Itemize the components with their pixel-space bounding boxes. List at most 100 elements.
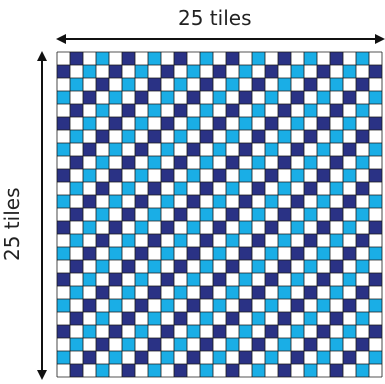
tile <box>213 351 226 364</box>
tile <box>161 260 174 273</box>
tile <box>96 52 109 65</box>
tile-grid <box>57 52 382 377</box>
tile <box>343 221 356 234</box>
tile <box>200 260 213 273</box>
tile <box>356 286 369 299</box>
tile <box>57 338 70 351</box>
tile <box>161 65 174 78</box>
tile <box>122 91 135 104</box>
tile <box>135 221 148 234</box>
tile <box>265 117 278 130</box>
tile <box>239 52 252 65</box>
tile <box>252 65 265 78</box>
tile <box>239 104 252 117</box>
tile <box>200 130 213 143</box>
tile <box>265 299 278 312</box>
tile <box>356 273 369 286</box>
tile <box>239 325 252 338</box>
tile <box>330 273 343 286</box>
tile <box>70 65 83 78</box>
tile <box>239 156 252 169</box>
tile <box>109 91 122 104</box>
tile <box>148 208 161 221</box>
tile <box>57 91 70 104</box>
tile <box>174 78 187 91</box>
tile <box>252 195 265 208</box>
tile <box>70 325 83 338</box>
tile <box>278 143 291 156</box>
tile <box>369 143 382 156</box>
tile <box>70 312 83 325</box>
tile <box>369 286 382 299</box>
tile <box>239 299 252 312</box>
tile <box>356 260 369 273</box>
tile <box>57 325 70 338</box>
tile <box>96 143 109 156</box>
tile <box>174 52 187 65</box>
tile <box>330 364 343 377</box>
tile <box>226 312 239 325</box>
tile <box>200 117 213 130</box>
tile <box>161 364 174 377</box>
tile <box>330 260 343 273</box>
tile <box>122 325 135 338</box>
tile <box>278 286 291 299</box>
tile <box>278 325 291 338</box>
tile <box>330 247 343 260</box>
tile <box>174 351 187 364</box>
tile <box>369 156 382 169</box>
tile <box>252 325 265 338</box>
tile <box>330 221 343 234</box>
tile <box>200 234 213 247</box>
tile <box>317 208 330 221</box>
tile <box>161 325 174 338</box>
tile <box>57 260 70 273</box>
tile <box>356 130 369 143</box>
tile <box>96 260 109 273</box>
tile <box>96 117 109 130</box>
tile <box>200 65 213 78</box>
tile <box>291 299 304 312</box>
tile <box>304 234 317 247</box>
tile <box>109 156 122 169</box>
tile <box>187 195 200 208</box>
tile <box>265 130 278 143</box>
tile <box>161 299 174 312</box>
tile <box>213 169 226 182</box>
tile <box>122 247 135 260</box>
tile <box>226 91 239 104</box>
tile <box>369 130 382 143</box>
tile <box>291 221 304 234</box>
tile <box>304 130 317 143</box>
tile <box>239 260 252 273</box>
tile <box>161 169 174 182</box>
tile <box>109 351 122 364</box>
tile <box>343 130 356 143</box>
tile <box>226 182 239 195</box>
tile <box>187 234 200 247</box>
tile <box>161 143 174 156</box>
tile <box>226 273 239 286</box>
tile <box>187 221 200 234</box>
tile <box>252 247 265 260</box>
tile <box>343 104 356 117</box>
tile <box>304 338 317 351</box>
tile <box>304 78 317 91</box>
tile <box>213 286 226 299</box>
tile <box>265 247 278 260</box>
tile <box>174 247 187 260</box>
tile <box>265 273 278 286</box>
tile <box>135 52 148 65</box>
tile <box>187 312 200 325</box>
tile <box>291 182 304 195</box>
tile <box>174 156 187 169</box>
tile <box>174 299 187 312</box>
tile <box>265 52 278 65</box>
tile <box>356 104 369 117</box>
tile <box>226 169 239 182</box>
tile <box>369 65 382 78</box>
tile <box>70 286 83 299</box>
tile <box>265 169 278 182</box>
tile <box>317 234 330 247</box>
tile <box>369 364 382 377</box>
